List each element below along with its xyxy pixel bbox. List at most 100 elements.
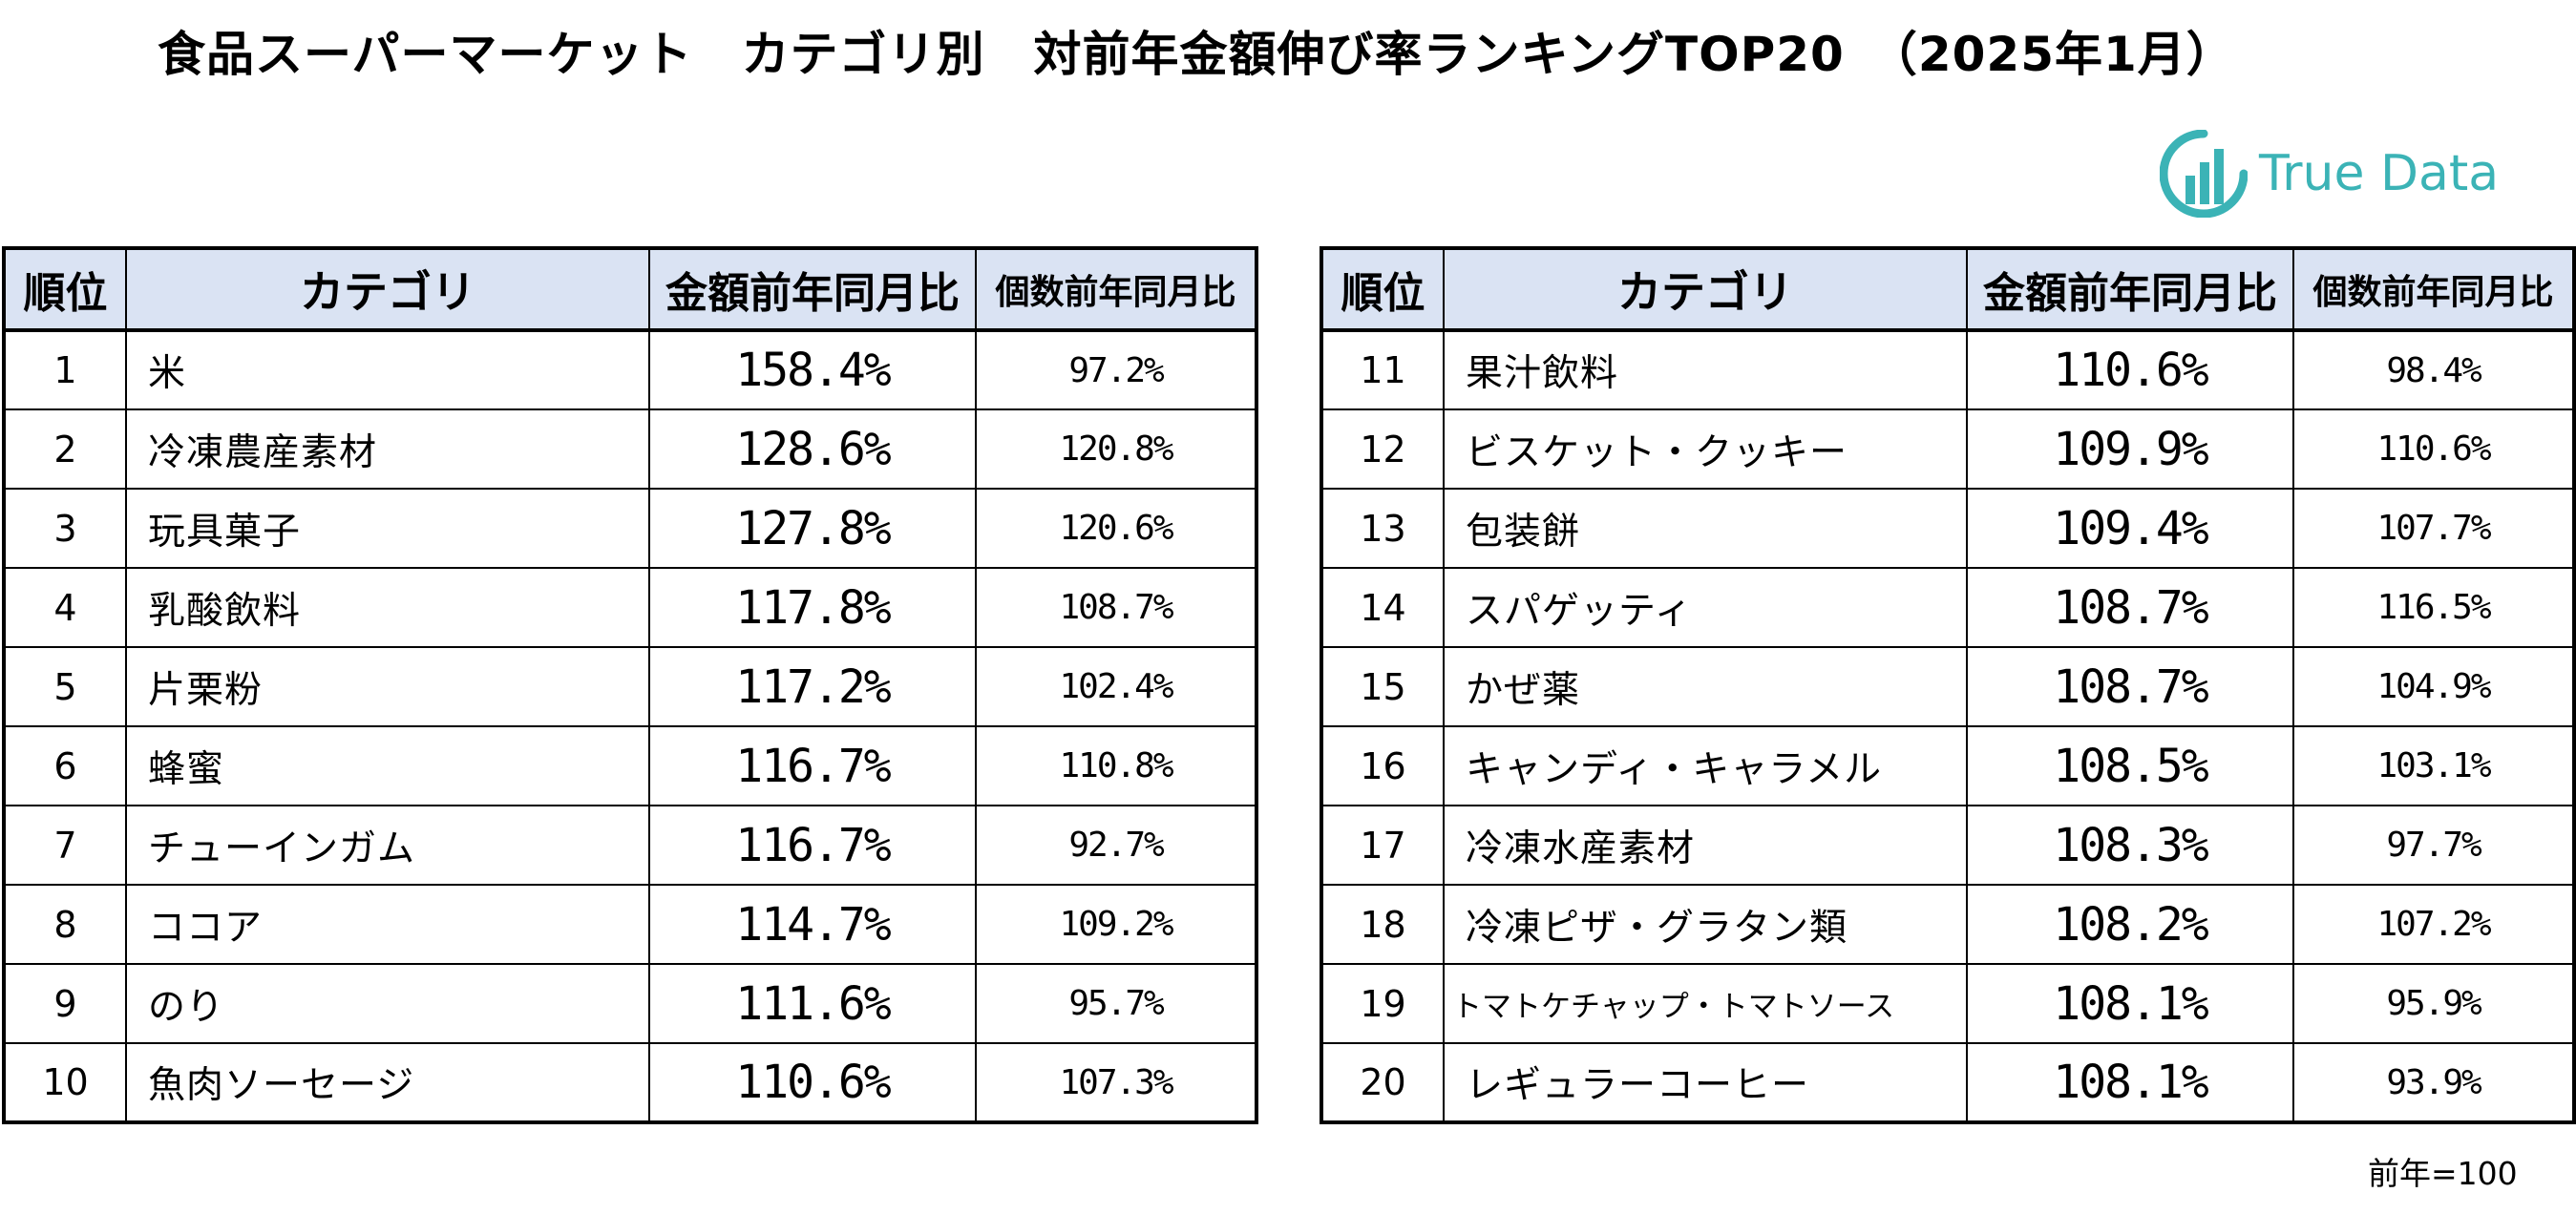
quantity-yoy-cell: 97.7% <box>2292 805 2575 886</box>
table-row: 18 冷凍ピザ・グラタン類 108.2% 107.2% <box>1320 884 2575 965</box>
amount-yoy-cell: 117.2% <box>648 646 977 727</box>
quantity-yoy-cell: 107.2% <box>2292 884 2575 965</box>
rank-cell: 20 <box>1320 1042 1445 1123</box>
category-cell: 魚肉ソーセージ <box>125 1042 650 1123</box>
table-row: 3 玩具菓子 127.8% 120.6% <box>3 488 1257 569</box>
quantity-yoy-cell: 107.3% <box>975 1042 1257 1123</box>
header-category: カテゴリ <box>125 247 650 332</box>
amount-yoy-cell: 108.1% <box>1966 1042 2294 1123</box>
category-cell: スパゲッティ <box>1443 567 1968 648</box>
amount-yoy-cell: 108.3% <box>1966 805 2294 886</box>
header-amount-yoy: 金額前年同月比 <box>648 247 977 332</box>
quantity-yoy-cell: 107.7% <box>2292 488 2575 569</box>
header-quantity-yoy: 個数前年同月比 <box>975 247 1257 332</box>
amount-yoy-cell: 116.7% <box>648 725 977 806</box>
table-row: 4 乳酸飲料 117.8% 108.7% <box>3 567 1257 648</box>
table-row: 5 片栗粉 117.2% 102.4% <box>3 646 1257 727</box>
category-cell: 米 <box>125 329 650 410</box>
header-category: カテゴリ <box>1443 247 1968 332</box>
rank-cell: 19 <box>1320 963 1445 1044</box>
table-row: 12 ビスケット・クッキー 109.9% 110.6% <box>1320 408 2575 490</box>
amount-yoy-cell: 128.6% <box>648 408 977 490</box>
rank-cell: 15 <box>1320 646 1445 727</box>
logo-text: True Data <box>2259 145 2500 202</box>
header-rank: 順位 <box>1320 247 1445 332</box>
truedata-logo: True Data <box>2160 128 2523 220</box>
amount-yoy-cell: 114.7% <box>648 884 977 965</box>
table-row: 19 トマトケチャップ・トマトソース 108.1% 95.9% <box>1320 963 2575 1044</box>
amount-yoy-cell: 110.6% <box>1966 329 2294 410</box>
rank-cell: 5 <box>3 646 127 727</box>
truedata-chart-logo-icon <box>2160 130 2248 218</box>
rank-cell: 6 <box>3 725 127 806</box>
quantity-yoy-cell: 110.8% <box>975 725 1257 806</box>
rank-cell: 9 <box>3 963 127 1044</box>
quantity-yoy-cell: 95.7% <box>975 963 1257 1044</box>
header-rank: 順位 <box>3 247 127 332</box>
category-cell: 冷凍農産素材 <box>125 408 650 490</box>
rank-cell: 18 <box>1320 884 1445 965</box>
ranking-table-left: 順位 カテゴリ 金額前年同月比 個数前年同月比 1 米 158.4% 97.2%… <box>2 246 1258 1124</box>
table-row: 16 キャンディ・キャラメル 108.5% 103.1% <box>1320 725 2575 806</box>
category-cell: 乳酸飲料 <box>125 567 650 648</box>
table-row: 2 冷凍農産素材 128.6% 120.8% <box>3 408 1257 490</box>
rank-cell: 12 <box>1320 408 1445 490</box>
table-row: 1 米 158.4% 97.2% <box>3 329 1257 410</box>
table-row: 6 蜂蜜 116.7% 110.8% <box>3 725 1257 806</box>
quantity-yoy-cell: 93.9% <box>2292 1042 2575 1123</box>
quantity-yoy-cell: 95.9% <box>2292 963 2575 1044</box>
amount-yoy-cell: 110.6% <box>648 1042 977 1123</box>
table-row: 11 果汁飲料 110.6% 98.4% <box>1320 329 2575 410</box>
quantity-yoy-cell: 97.2% <box>975 329 1257 410</box>
rank-cell: 8 <box>3 884 127 965</box>
rank-cell: 13 <box>1320 488 1445 569</box>
table-row: 13 包装餅 109.4% 107.7% <box>1320 488 2575 569</box>
amount-yoy-cell: 117.8% <box>648 567 977 648</box>
quantity-yoy-cell: 120.8% <box>975 408 1257 490</box>
quantity-yoy-cell: 109.2% <box>975 884 1257 965</box>
rank-cell: 16 <box>1320 725 1445 806</box>
category-cell: 蜂蜜 <box>125 725 650 806</box>
table-header-row: 順位 カテゴリ 金額前年同月比 個数前年同月比 <box>3 247 1257 332</box>
page-title: 食品スーパーマーケット カテゴリ別 対前年金額伸び率ランキングTOP20 （20… <box>158 27 2235 82</box>
category-cell: キャンディ・キャラメル <box>1443 725 1968 806</box>
amount-yoy-cell: 108.7% <box>1966 567 2294 648</box>
category-cell: 冷凍ピザ・グラタン類 <box>1443 884 1968 965</box>
table-row: 9 のり 111.6% 95.7% <box>3 963 1257 1044</box>
rank-cell: 1 <box>3 329 127 410</box>
amount-yoy-cell: 116.7% <box>648 805 977 886</box>
quantity-yoy-cell: 92.7% <box>975 805 1257 886</box>
table-row: 10 魚肉ソーセージ 110.6% 107.3% <box>3 1042 1257 1123</box>
baseline-note: 前年=100 <box>2368 1155 2518 1192</box>
amount-yoy-cell: 108.2% <box>1966 884 2294 965</box>
category-cell: ココア <box>125 884 650 965</box>
amount-yoy-cell: 111.6% <box>648 963 977 1044</box>
rank-cell: 17 <box>1320 805 1445 886</box>
category-cell: ビスケット・クッキー <box>1443 408 1968 490</box>
category-cell: トマトケチャップ・トマトソース <box>1443 963 1968 1044</box>
header-quantity-yoy: 個数前年同月比 <box>2292 247 2575 332</box>
header-amount-yoy: 金額前年同月比 <box>1966 247 2294 332</box>
table-row: 15 かぜ薬 108.7% 104.9% <box>1320 646 2575 727</box>
category-cell: かぜ薬 <box>1443 646 1968 727</box>
rank-cell: 2 <box>3 408 127 490</box>
table-row: 17 冷凍水産素材 108.3% 97.7% <box>1320 805 2575 886</box>
category-cell: 果汁飲料 <box>1443 329 1968 410</box>
table-row: 7 チューインガム 116.7% 92.7% <box>3 805 1257 886</box>
quantity-yoy-cell: 102.4% <box>975 646 1257 727</box>
category-cell: 片栗粉 <box>125 646 650 727</box>
table-header-row: 順位 カテゴリ 金額前年同月比 個数前年同月比 <box>1320 247 2575 332</box>
table-row: 14 スパゲッティ 108.7% 116.5% <box>1320 567 2575 648</box>
category-cell: 玩具菓子 <box>125 488 650 569</box>
category-cell: のり <box>125 963 650 1044</box>
category-cell: 包装餅 <box>1443 488 1968 569</box>
amount-yoy-cell: 108.5% <box>1966 725 2294 806</box>
rank-cell: 4 <box>3 567 127 648</box>
category-cell: チューインガム <box>125 805 650 886</box>
amount-yoy-cell: 109.4% <box>1966 488 2294 569</box>
rank-cell: 3 <box>3 488 127 569</box>
amount-yoy-cell: 127.8% <box>648 488 977 569</box>
category-cell: レギュラーコーヒー <box>1443 1042 1968 1123</box>
rank-cell: 14 <box>1320 567 1445 648</box>
